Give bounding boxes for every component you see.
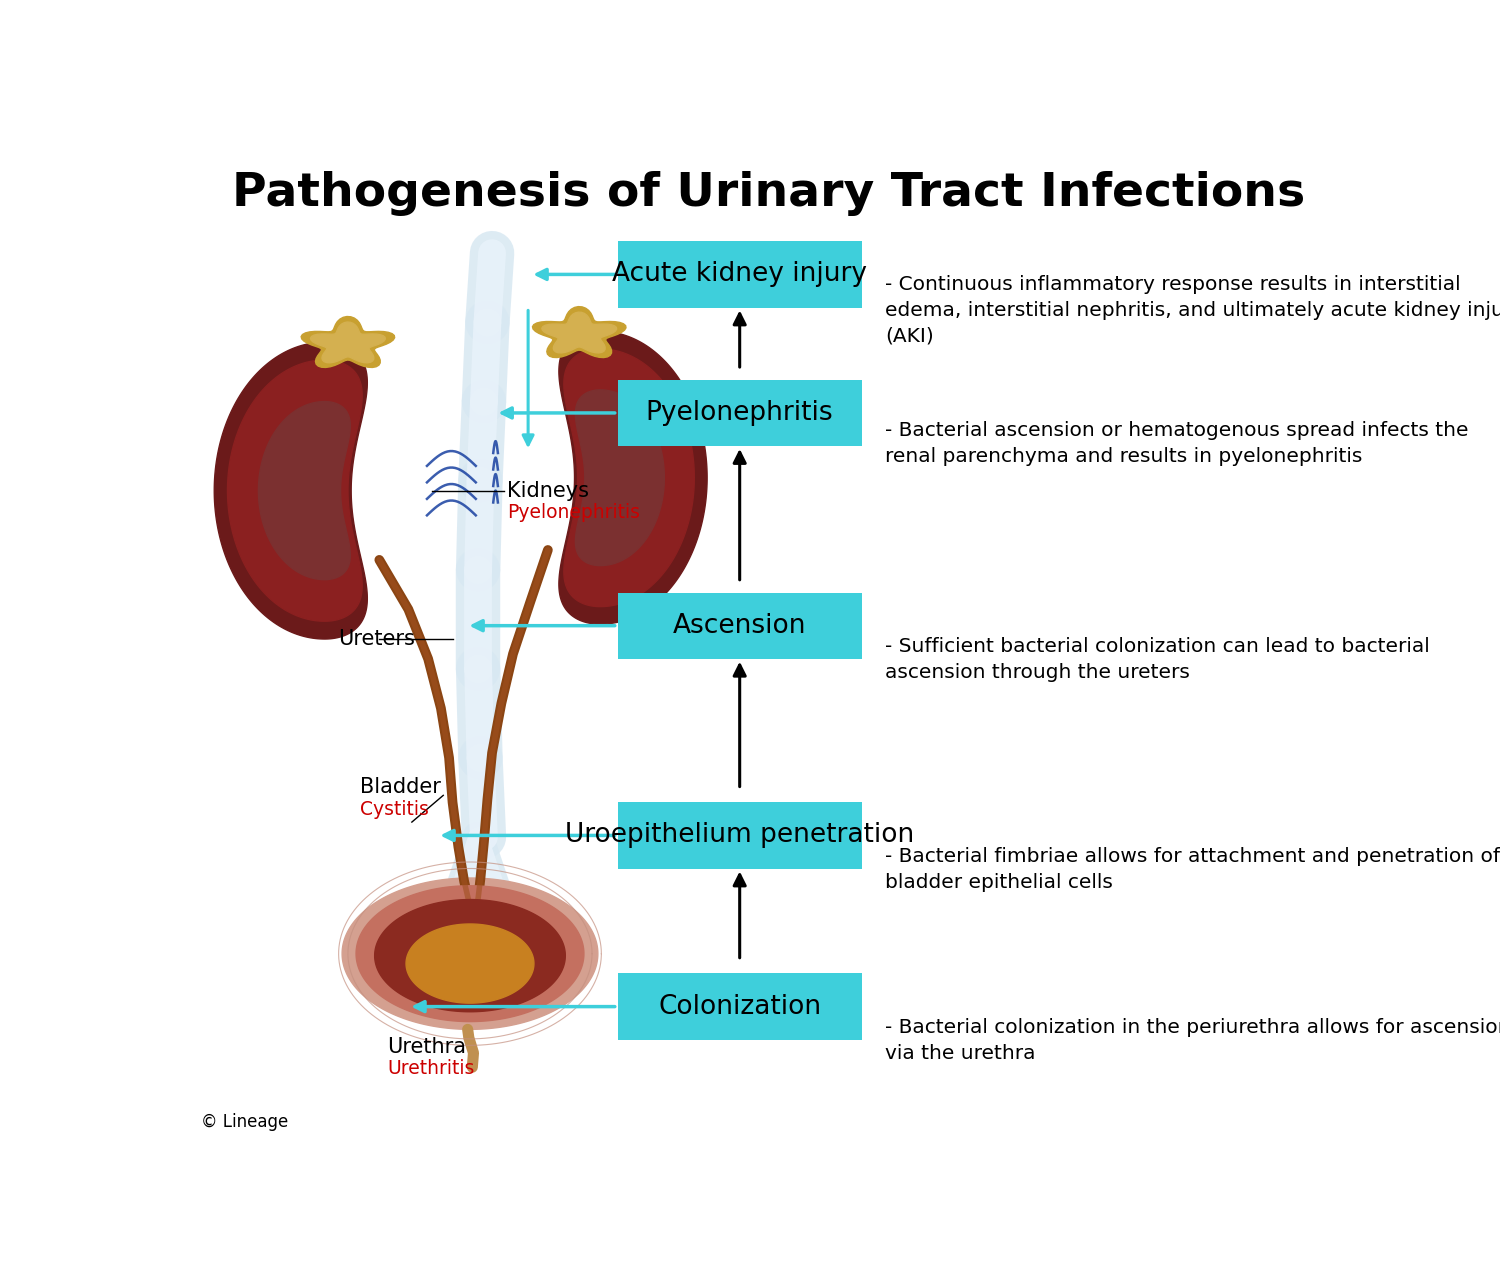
Polygon shape — [532, 307, 626, 357]
Polygon shape — [564, 350, 694, 607]
Text: Bladder: Bladder — [360, 777, 441, 798]
Text: - Bacterial fimbriae allows for attachment and penetration of
bladder epithelial: - Bacterial fimbriae allows for attachme… — [885, 847, 1500, 892]
Text: - Continuous inflammatory response results in interstitial
edema, interstitial n: - Continuous inflammatory response resul… — [885, 275, 1500, 346]
FancyBboxPatch shape — [618, 242, 861, 307]
Text: Urethra: Urethra — [387, 1037, 466, 1056]
Polygon shape — [560, 332, 706, 625]
Text: Urethritis: Urethritis — [387, 1059, 476, 1078]
Text: Pyelonephritis: Pyelonephritis — [507, 502, 640, 522]
Text: Acute kidney injury: Acute kidney injury — [612, 261, 867, 288]
Polygon shape — [375, 899, 566, 1011]
Text: - Bacterial ascension or hematogenous spread infects the
renal parenchyma and re: - Bacterial ascension or hematogenous sp… — [885, 421, 1468, 466]
Text: - Bacterial colonization in the periurethra allows for ascension
via the urethra: - Bacterial colonization in the periuret… — [885, 1018, 1500, 1063]
Text: Ascension: Ascension — [674, 613, 807, 639]
Polygon shape — [542, 312, 616, 353]
Text: Kidneys: Kidneys — [507, 481, 590, 501]
Text: Pyelonephritis: Pyelonephritis — [646, 400, 834, 425]
Text: Colonization: Colonization — [658, 993, 822, 1019]
Polygon shape — [214, 342, 368, 639]
FancyBboxPatch shape — [618, 592, 861, 659]
Text: Uroepithelium penetration: Uroepithelium penetration — [566, 822, 915, 848]
Text: Pathogenesis of Urinary Tract Infections: Pathogenesis of Urinary Tract Infections — [232, 171, 1305, 216]
Polygon shape — [576, 389, 664, 565]
Polygon shape — [302, 316, 394, 368]
Text: Cystitis: Cystitis — [360, 799, 429, 819]
FancyBboxPatch shape — [618, 380, 861, 446]
Polygon shape — [406, 924, 534, 1004]
Polygon shape — [310, 323, 386, 362]
Polygon shape — [342, 878, 598, 1029]
FancyBboxPatch shape — [618, 974, 861, 1040]
Polygon shape — [356, 885, 584, 1022]
FancyBboxPatch shape — [618, 802, 861, 869]
Polygon shape — [228, 360, 362, 621]
Text: Ureters: Ureters — [339, 630, 416, 649]
Polygon shape — [258, 402, 351, 580]
Text: © Lineage: © Lineage — [201, 1113, 288, 1131]
Text: - Sufficient bacterial colonization can lead to bacterial
ascension through the : - Sufficient bacterial colonization can … — [885, 637, 1430, 682]
